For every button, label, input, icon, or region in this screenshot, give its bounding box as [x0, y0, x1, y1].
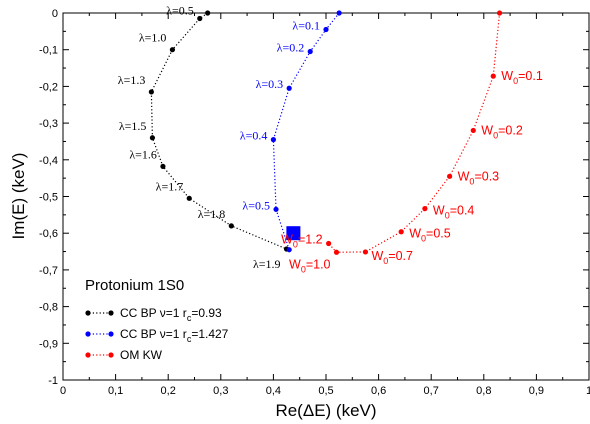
point-label: W0=0.5: [409, 227, 451, 244]
series-line: [328, 12, 501, 253]
x-tick-label: 0,8: [476, 385, 491, 397]
y-tick-label: -0,8: [39, 302, 58, 314]
point-label: λ=0.3: [256, 77, 284, 91]
point-label: λ=0.5: [166, 4, 194, 18]
x-tick-label: 0,6: [371, 385, 386, 397]
data-point: [323, 26, 329, 33]
plot-area: [62, 12, 590, 381]
x-tick-label: 0,9: [529, 385, 544, 397]
point-label: λ=0.5: [242, 198, 270, 212]
data-point: [169, 47, 176, 53]
axis-ticks: 0 0,1 0,2 0,3 0,4 0,5 0,6 0,7 0,8 0,9 1 0 -0,1 -0,2 -0…: [39, 8, 590, 397]
point-label: λ=1.5: [119, 119, 147, 133]
data-point: [333, 249, 340, 255]
point-labels: λ=0.5 λ=1.0 λ=1.3 λ=1.5 λ=1.6 λ=1.7 λ=1.8 λ=1.9…: [118, 4, 543, 275]
x-axis-title: Re(ΔE) (keV): [275, 401, 376, 420]
data-point: [148, 89, 154, 95]
data-point: [270, 137, 276, 143]
y-axis-title: Im(E) (keV): [9, 153, 28, 240]
legend-label: CC BP ν=1 rc=1.427: [120, 327, 229, 344]
y-tick-label: -0,5: [39, 192, 58, 204]
data-point: [307, 48, 313, 55]
data-point: [496, 10, 503, 16]
data-point: [490, 73, 496, 79]
legend-title: Protonium 1S0: [85, 277, 184, 294]
point-label: λ=1.8: [198, 207, 226, 221]
y-tick-label: -0,3: [39, 118, 58, 130]
data-point: [398, 229, 404, 235]
y-tick-label: -0,9: [39, 338, 58, 350]
legend-label: CC BP ν=1 rc=0.93: [120, 306, 222, 323]
square-marker: [286, 226, 301, 241]
y-tick-label: -0,2: [39, 81, 58, 93]
point-label: λ=0.4: [240, 129, 268, 143]
data-point: [160, 163, 166, 170]
y-tick-label: -0,4: [39, 155, 58, 167]
legend-marker: [85, 331, 91, 337]
point-label: W0=0.1: [501, 69, 543, 86]
y-tick-label: -0,7: [39, 265, 58, 277]
point-label: W0=1.2: [281, 232, 323, 249]
legend: Protonium 1S0 CC BP ν=1 rc=0.93 CC BP ν=1…: [85, 277, 229, 362]
x-tick-label: 0,4: [266, 385, 281, 397]
point-label: λ=1.7: [156, 179, 184, 193]
point-label: W0=0.2: [481, 123, 523, 140]
data-point: [326, 240, 332, 247]
point-label: λ=0.2: [277, 41, 305, 55]
y-tick-label: -1: [48, 375, 58, 387]
data-point: [286, 85, 292, 91]
data-point: [422, 206, 428, 212]
point-label: λ=1.0: [139, 31, 167, 45]
legend-marker: [108, 310, 114, 316]
data-point: [362, 249, 369, 255]
legend-marker: [85, 352, 91, 358]
legend-marker: [85, 310, 91, 316]
point-label: λ=1.9: [253, 257, 281, 271]
data-point: [205, 10, 211, 16]
x-tick-label: 0,1: [108, 385, 123, 397]
data-point: [228, 223, 234, 229]
legend-marker: [108, 352, 114, 358]
legend-marker: [108, 331, 114, 337]
legend-label: OM KW: [120, 348, 163, 362]
x-tick-label: 0,2: [161, 385, 176, 397]
data-point: [197, 15, 203, 22]
data-point: [186, 195, 192, 201]
x-tick-label: 0: [60, 385, 66, 397]
point-label: W0=0.4: [433, 204, 475, 221]
series-layer: [148, 10, 503, 255]
y-tick-label: -0,6: [39, 228, 58, 240]
x-tick-label: 0,7: [424, 385, 439, 397]
x-tick-label: 0,5: [318, 385, 333, 397]
point-label: λ=1.6: [129, 147, 157, 161]
data-point: [447, 173, 453, 179]
point-label: W0=0.3: [458, 169, 500, 186]
point-label: W0=0.7: [371, 249, 413, 266]
x-tick-label: 0,3: [213, 385, 228, 397]
point-label: W0=1.0: [289, 257, 331, 274]
point-label: λ=0.1: [292, 19, 320, 33]
data-point: [149, 135, 156, 141]
x-tick-label: 1: [586, 385, 590, 397]
data-point: [273, 206, 279, 212]
point-label: λ=1.3: [118, 73, 146, 87]
y-tick-label: -0,1: [39, 45, 58, 57]
data-point: [286, 247, 292, 253]
y-tick-label: 0: [52, 8, 58, 20]
data-point: [470, 127, 476, 134]
data-point: [336, 10, 342, 16]
